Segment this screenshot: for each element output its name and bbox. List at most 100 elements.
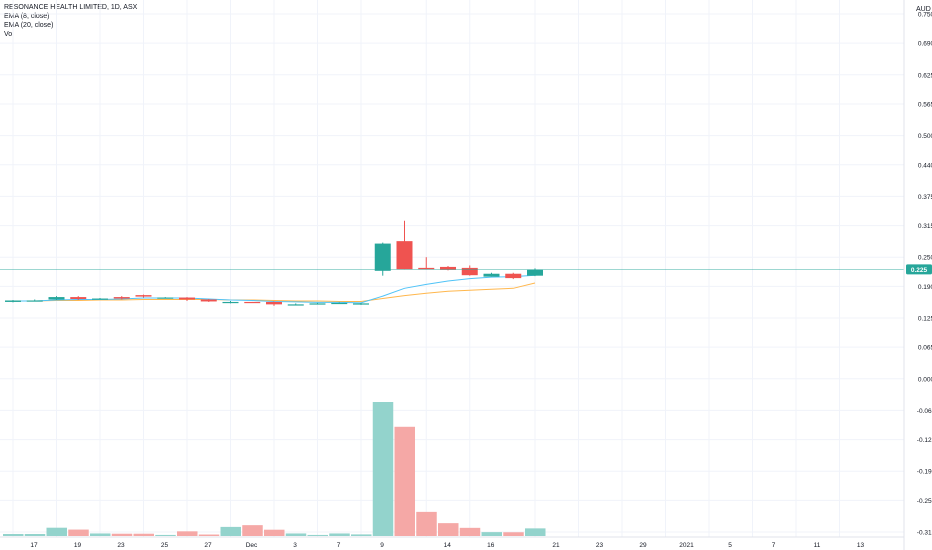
time-tick-label: 23 [117,542,125,549]
volume-bar [285,533,307,536]
time-tick-label: 5 [728,542,732,549]
candle-body [26,300,43,302]
price-tick-label: -0.315 [917,530,932,537]
volume-bar [46,527,67,536]
chart-legend: RESONANCE HEALTH LIMITED, 1D, ASX EMA (8… [4,3,137,39]
candle [179,297,195,301]
time-tick-label: 3 [293,542,297,549]
candle-body [92,298,108,300]
candle-body [157,297,174,299]
time-tick-label: 11 [814,542,821,549]
time-tick-label: 14 [444,542,452,549]
time-tick-label: 27 [204,542,212,549]
price-tick-label: 0.065 [918,345,932,352]
price-tick-label: 0.690 [918,41,932,48]
price-tick-label: 0.000 [918,376,932,383]
candle [5,299,21,303]
time-tick-label: 7 [337,542,341,549]
time-tick-label: 19 [74,542,82,549]
price-tick-label: 0.750 [918,12,932,19]
time-tick-label: 13 [857,542,865,549]
currency-label: AUD [916,6,931,13]
volume-bar [111,533,133,536]
volume-bar [459,527,481,536]
candle [396,220,413,270]
candle-body [331,302,348,305]
candle [353,302,369,305]
candle [70,296,87,300]
candle-body [113,297,130,299]
price-tick-label: -0.065 [917,408,932,415]
current-price-label: 0.225 [911,267,928,274]
candle [135,294,152,298]
time-tick-label: 9 [380,542,384,549]
time-tick-label: 25 [161,542,169,549]
candle [287,303,304,306]
price-tick-label: 0.375 [918,194,932,201]
price-tick-label: 0.125 [918,315,932,322]
volume-bar [372,402,394,536]
candle-body [505,273,522,279]
candle [461,265,478,276]
price-tick-label: 0.565 [918,101,932,108]
volume-bar [351,534,372,536]
price-tick-label: 0.190 [918,284,932,291]
candle-body [309,303,326,305]
time-axis[interactable]: 17 19 23 25 27 Dec 3 7 9 14 16 21 23 29 2021 5 7 11 13 [0,536,904,549]
candle-body [135,295,152,297]
volume-bar [242,525,263,536]
candle-body [5,300,21,302]
candle-body [483,273,500,277]
price-tick-label: -0.190 [917,469,932,476]
candle-body [179,297,195,300]
price-tick-label: 0.250 [918,255,932,262]
volume-bar [416,511,437,536]
current-price-badge [906,264,932,275]
volume-bar [525,528,546,536]
time-tick-label: Dec [246,542,258,549]
candle-body [48,297,65,300]
chart-grid [0,0,904,537]
time-tick-label: 21 [552,542,560,549]
candle [374,242,391,276]
volume-bar [68,529,89,536]
candle-body [266,301,282,305]
candle-body [418,267,435,270]
volume-bar [264,529,285,536]
candle-body [353,303,369,305]
candle-body [70,297,87,300]
candle-body [222,301,239,304]
volume-bar [329,533,350,536]
candle [244,301,261,304]
volume-bar [220,526,241,536]
candle-body [527,269,543,276]
candle [26,299,43,302]
candle-body [287,304,304,306]
volume-bar [198,534,220,536]
price-tick-label: 0.440 [918,162,932,169]
candle [483,272,500,277]
candle [157,297,174,299]
volume-bar [177,531,198,536]
volume-bar [438,523,459,536]
candle-body [244,301,261,304]
candle [200,299,217,302]
candle-body [440,266,456,270]
candle-body [461,267,478,276]
ema8-legend: EMA (8, close) [4,13,50,20]
candle [309,302,326,305]
volume-legend: Vol [4,31,14,38]
time-tick-label: 17 [30,542,38,549]
volume-bar [481,532,502,536]
price-tick-label: -0.250 [917,498,932,505]
candle [505,272,522,280]
volume-bar [307,534,328,536]
volume-bar [503,532,524,536]
time-tick-label: 23 [596,542,604,549]
candle [266,301,282,306]
volume-bar [394,426,415,536]
price-tick-label: 0.500 [918,133,932,140]
symbol-title: RESONANCE HEALTH LIMITED, 1D, ASX [4,4,138,11]
